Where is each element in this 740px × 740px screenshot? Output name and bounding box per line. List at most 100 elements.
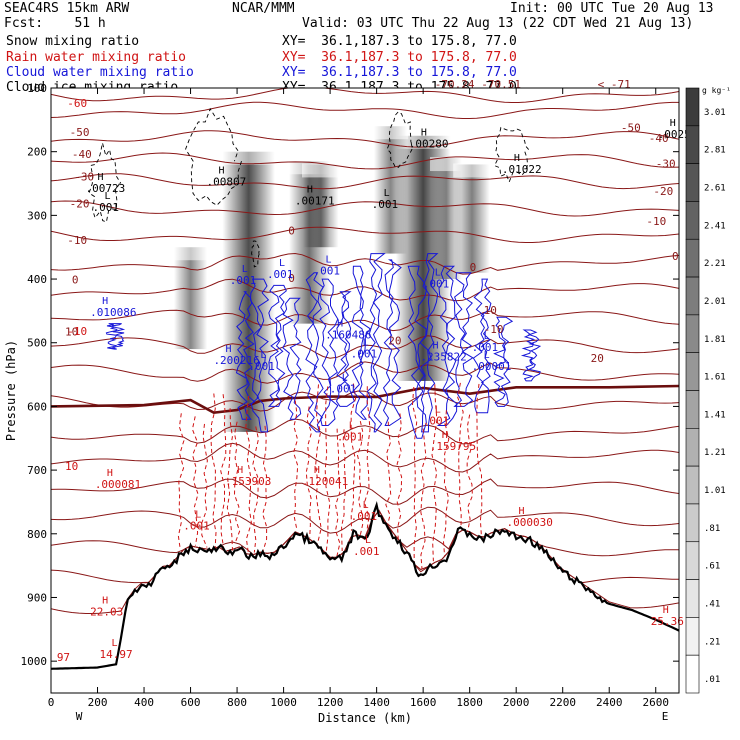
extremum-value: .00723 xyxy=(86,182,126,195)
colorbar-cell xyxy=(685,428,700,467)
extremum-value: .0025 xyxy=(658,128,691,141)
x-tick-label: 2600 xyxy=(642,696,669,709)
colorbar-cell xyxy=(685,617,700,656)
extremum-label: H.000030 xyxy=(507,506,553,529)
extremum-kind: H xyxy=(663,605,669,616)
extremum-label: H.00807 xyxy=(206,166,246,189)
cloud-water-contour-9 xyxy=(382,259,402,426)
extremum-value: .001 xyxy=(267,268,294,281)
rain-contour-12 xyxy=(315,384,322,545)
field-rain-xy: XY= 36.1,187.3 to 175.8, 77.0 xyxy=(282,50,517,65)
rain-contour-0 xyxy=(177,413,185,550)
snow-column-core xyxy=(454,164,490,273)
snow-column-core xyxy=(173,247,208,350)
extremum-value: .00280 xyxy=(409,137,449,150)
x-tick-label: 0 xyxy=(48,696,55,709)
y-top-label: 100 xyxy=(27,82,47,95)
colorbar-cell xyxy=(685,541,700,580)
isotherm-line-14 xyxy=(51,442,679,473)
extremum-value: .001 xyxy=(313,265,340,278)
field-snow-name: Snow mixing ratio xyxy=(6,34,140,49)
extremum-label: H.00280 xyxy=(409,127,449,150)
colorbar-label: 1.81 xyxy=(704,335,726,345)
isotherm-line-4 xyxy=(51,173,679,190)
extremum-label: H25.36 xyxy=(651,605,684,628)
extremum-value: .160486 xyxy=(325,328,371,341)
extremum-label: L.001 xyxy=(337,420,364,443)
field-rain-name: Rain water mixing ratio xyxy=(6,50,187,65)
colorbar-label: 1.41 xyxy=(704,410,726,420)
rain-contour-4 xyxy=(220,394,227,548)
extremum-value: .153903 xyxy=(225,475,271,488)
cloud-water-contour-13 xyxy=(453,272,474,407)
rain-contour-21 xyxy=(411,386,418,563)
extremum-label: L.001 xyxy=(313,255,340,278)
extremum-label: L14.97 xyxy=(99,638,132,661)
extremum-value: .200216 xyxy=(213,354,259,367)
cloud-water-contour-0 xyxy=(235,291,256,420)
isotherm-label: -50 xyxy=(70,126,90,139)
isotherm-label: -70.51 xyxy=(481,78,521,91)
cloud-water-contour-6 xyxy=(335,291,355,407)
extremum-kind: L xyxy=(260,350,266,361)
edge-label: -10 xyxy=(67,325,87,338)
extremum-label: L.001 xyxy=(423,267,450,290)
cloud-water-contour-16 xyxy=(520,329,542,382)
isotherm-line-15 xyxy=(51,478,679,505)
colorbar-label: .41 xyxy=(704,599,720,609)
isotherm-label: 0 xyxy=(288,272,295,285)
isotherm-line-2 xyxy=(51,130,679,148)
y-tick-label: 1000 xyxy=(21,655,48,668)
x-tick-label: 2000 xyxy=(503,696,530,709)
edge-label: 10 xyxy=(65,460,78,473)
rain-contour-2 xyxy=(201,423,208,548)
colorbar-cell xyxy=(685,654,700,694)
extremum-label: L.001 xyxy=(372,188,399,211)
snow-column-fade xyxy=(221,150,276,165)
x-tick-label: 200 xyxy=(88,696,108,709)
extremum-label: L.001 xyxy=(351,500,378,523)
extremum-label: L.001 xyxy=(353,535,380,558)
colorbar-cell xyxy=(685,465,700,505)
isotherm-line-5 xyxy=(51,200,679,217)
extremum-label: L.001 xyxy=(183,509,210,532)
extremum-kind: H xyxy=(107,468,113,479)
extremum-kind: H xyxy=(98,172,104,183)
terrain-line xyxy=(51,501,679,670)
extremum-value: .001 xyxy=(351,510,378,523)
extremum-value: .001 xyxy=(92,201,119,214)
snow-column-fade xyxy=(372,125,409,140)
colorbar-cell xyxy=(685,390,700,429)
isotherm-label: -10 xyxy=(484,323,504,336)
extremum-kind: H xyxy=(670,118,676,129)
y-tick-label: 900 xyxy=(27,591,47,604)
colorbar-label: 3.01 xyxy=(704,108,726,118)
rain-contour-5 xyxy=(226,408,233,551)
extremum-kind: L xyxy=(435,404,441,415)
extremum-kind: H xyxy=(514,153,520,164)
extremum-value: .001 xyxy=(351,347,378,360)
extremum-kind: L xyxy=(435,267,441,278)
cloud-water-contour-2 xyxy=(267,284,287,407)
colorbar-label: 1.61 xyxy=(704,373,726,383)
extremum-kind: H xyxy=(421,127,427,138)
edge-label: -60 xyxy=(67,97,87,110)
extremum-label: H.000081 xyxy=(95,468,141,491)
colorbar-cell xyxy=(685,163,700,202)
cloud-water-contour-14 xyxy=(472,278,492,414)
center-label: NCAR/MMM xyxy=(232,1,295,16)
extremum-label: H22.03 xyxy=(90,595,123,618)
extremum-label: L.001 xyxy=(92,191,119,214)
colorbar-label: .61 xyxy=(704,562,720,572)
snow-shading xyxy=(172,125,491,432)
isotherm-label: -10 xyxy=(646,215,666,228)
y-tick-label: 200 xyxy=(27,146,47,159)
snow-column-fade xyxy=(302,163,340,178)
y-tick-label: 800 xyxy=(27,528,47,541)
isotherm-label: -20 xyxy=(70,198,90,211)
colorbar-cell xyxy=(685,579,700,618)
terrain xyxy=(51,501,679,670)
cloud-water-contour-17 xyxy=(105,323,126,350)
extremum-kind: H xyxy=(432,341,438,352)
